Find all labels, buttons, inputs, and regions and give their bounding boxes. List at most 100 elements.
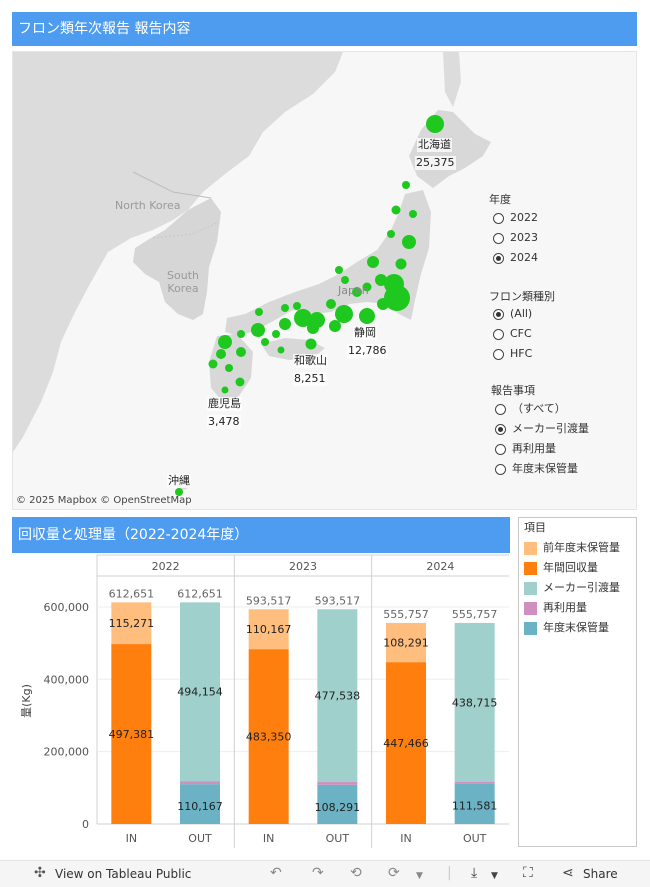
download-icon[interactable]: ⤓ [471,865,478,881]
map-points[interactable] [175,115,444,496]
legend-item[interactable]: 再利用量 [524,601,587,615]
map-point[interactable] [281,304,289,312]
map-point[interactable] [293,302,301,310]
point-okinawa[interactable] [175,488,183,496]
map-point[interactable] [307,322,319,334]
map-point[interactable] [402,181,410,189]
radio-selected-icon[interactable] [493,252,504,264]
map-point[interactable] [261,338,269,346]
map-point[interactable] [387,230,395,238]
filter-item-option-stock[interactable]: 年度末保管量 [495,461,578,477]
map-point[interactable] [391,205,401,215]
view-on-tableau-link[interactable]: View on Tableau Public [55,867,192,881]
radio-selected-icon[interactable] [495,423,506,435]
bar-segment[interactable] [454,622,495,782]
map-point[interactable] [402,235,416,249]
bar-segment[interactable] [180,781,220,785]
point-shizuoka[interactable] [359,308,375,324]
data-label: 108,291 [315,801,361,814]
bar-segment[interactable] [111,602,152,645]
data-label: 110,167 [177,800,223,813]
map-point[interactable] [225,364,233,372]
map-attribution[interactable]: © 2025 Mapbox © OpenStreetMap [16,495,192,506]
refresh-icon[interactable]: ⟳ [388,865,400,881]
legend-item[interactable]: 年度末保管量 [524,621,609,635]
bar-segment[interactable] [317,609,358,783]
bar-segment[interactable] [248,649,289,824]
radio-icon[interactable] [493,232,504,244]
map-point[interactable] [409,210,417,218]
bar-segment[interactable] [248,609,289,650]
legend-item[interactable]: 前年度末保管量 [524,541,620,555]
radio-icon[interactable] [495,443,506,455]
filter-type-option-hfc[interactable]: HFC [493,346,532,362]
radio-icon[interactable] [495,463,506,475]
map-point[interactable] [384,285,410,311]
map-point[interactable] [352,287,362,297]
share-icon[interactable]: ⋖ [562,865,574,881]
map-title: フロン類年次報告 報告内容 [12,12,637,46]
filter-type-option-all[interactable]: (All) [493,306,532,322]
map-point[interactable] [218,335,232,349]
filter-item-option-maker[interactable]: メーカー引渡量 [495,421,589,437]
bar-segment[interactable] [317,782,358,785]
map-point[interactable] [272,330,280,338]
map-point[interactable] [255,308,263,316]
filter-item-option-all[interactable]: （すべて） [495,401,566,417]
stacked-bar-chart[interactable]: 0 200,000 400,000 600,000 量(Kg) 2022 497,381 11… [12,553,510,853]
map-point[interactable] [251,323,265,337]
map-point[interactable] [235,377,245,387]
filter-year-option-2022[interactable]: 2022 [493,210,538,226]
map-canvas[interactable] [13,52,637,510]
filter-year-option-2024[interactable]: 2024 [493,250,538,266]
map-point[interactable] [237,330,245,338]
map-point[interactable] [216,349,226,359]
radio-selected-icon[interactable] [493,308,504,320]
map-point[interactable] [341,276,349,284]
legend-item[interactable]: 年間回収量 [524,561,598,575]
filter-year-option-2023[interactable]: 2023 [493,230,538,246]
bar-segment[interactable] [386,622,426,663]
map-point[interactable] [335,305,353,323]
radio-icon[interactable] [495,403,506,415]
fullscreen-icon[interactable]: ⛶ [523,865,533,881]
bar-segment[interactable] [454,781,495,784]
map-point[interactable] [335,266,343,274]
map-point[interactable] [305,338,317,350]
map-point[interactable] [375,274,387,286]
undo-icon[interactable]: ↶ [270,865,282,881]
radio-icon[interactable] [493,328,504,340]
map-point[interactable] [367,256,379,268]
map-view[interactable]: North Korea South Korea Japan 北海道 25,375… [12,51,637,510]
filter-item-option-reuse[interactable]: 再利用量 [495,441,556,457]
map-point[interactable] [236,347,246,357]
map-point[interactable] [326,299,336,309]
point-kagoshima[interactable] [221,386,229,394]
download-chevron-icon[interactable]: ▼ [491,871,498,881]
bar-segment[interactable] [180,602,220,782]
bar-segment[interactable] [180,784,220,824]
map-point[interactable] [277,346,285,354]
map-point[interactable] [279,318,291,330]
tableau-logo-icon[interactable]: ✣ [34,865,46,881]
map-point[interactable] [208,359,218,369]
map-point[interactable] [329,320,341,332]
chevron-down-icon[interactable]: ▼ [416,871,423,881]
radio-icon[interactable] [493,212,504,224]
bar-segment[interactable] [454,783,495,824]
bar-segment[interactable] [111,644,152,824]
map-point[interactable] [294,309,312,327]
bar-segment[interactable] [386,662,426,824]
label-kagoshima-name: 鹿児島 [207,397,242,411]
bar-segment[interactable] [317,784,358,824]
map-point[interactable] [395,258,407,270]
revert-icon[interactable]: ⟲ [350,865,362,881]
map-point[interactable] [362,282,372,292]
map-point[interactable] [377,298,389,310]
redo-icon[interactable]: ↷ [312,865,324,881]
legend-item[interactable]: メーカー引渡量 [524,581,620,595]
point-hokkaido[interactable] [426,115,444,133]
filter-type-option-cfc[interactable]: CFC [493,326,532,342]
radio-icon[interactable] [493,348,504,360]
share-button[interactable]: Share [583,867,618,881]
